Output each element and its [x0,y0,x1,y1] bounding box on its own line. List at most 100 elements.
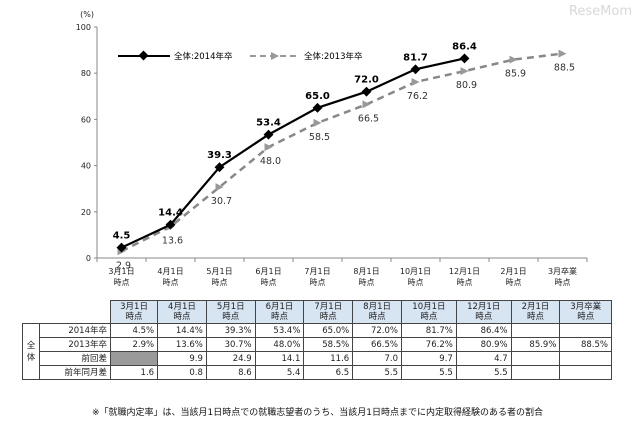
data-label: 14.4 [158,208,183,219]
x-tick-label: 10月1日 [400,267,431,276]
table-cell: 11.6 [303,351,354,366]
table-cell: 80.9% [455,337,512,352]
table-cell: 53.4% [254,323,305,338]
point-marker [411,77,420,86]
table-cell: 14.4% [157,323,207,338]
point-marker [459,53,470,64]
x-tick-label: 時点 [408,278,424,287]
data-label: 65.0 [305,91,330,102]
table-cell: 81.7% [400,323,457,338]
data-label: 39.3 [207,150,232,161]
legend-marker-2013 [271,52,279,60]
chart-legend: 全体:2014年卒 全体:2013年卒 [118,50,363,62]
data-label: 85.9 [505,69,526,80]
point-marker [263,129,274,140]
table-cell: 1.6 [109,365,159,380]
table-cell: 72.0% [352,323,402,338]
table-cell [559,323,612,338]
table-cell: 13.6% [157,337,207,352]
row-label: 前回差 [39,351,111,366]
table-header: 12月1日 時点 [455,300,512,324]
data-label: 2.9 [116,260,131,271]
table-cell [559,365,612,380]
table-row: 前年同月差 1.6 0.8 8.6 5.4 6.5 5.5 5.5 5.5 [23,365,612,380]
point-marker [509,55,518,64]
table-cell: 85.9% [510,337,561,352]
table-cell: 8.6 [205,365,256,380]
point-marker [558,49,567,58]
data-label: 66.5 [358,113,379,124]
x-tick-label: 6月1日 [255,267,281,276]
table-cell: 24.9 [205,351,256,366]
table-cell: 4.5% [109,323,159,338]
chart-data-labels: 2.9 13.6 30.7 48.0 58.5 66.5 76.2 80.9 85.9 88.5 4… [113,41,575,271]
row-label: 前年同月差 [39,365,111,380]
x-tick-label: 3月卒業 [548,266,577,276]
table-header: 4月1日 時点 [157,300,207,324]
table-header: 7月1日 時点 [303,300,354,324]
legend-marker-2014 [138,50,149,61]
x-tick-label: 2月1日 [500,267,526,276]
table-cell: 5.5 [352,365,402,380]
table-header: 10月1日 時点 [400,300,457,324]
legend-label-2014: 全体:2014年卒 [174,51,233,62]
table-cell [510,351,561,366]
x-tick-label: 時点 [359,278,375,287]
point-marker [460,67,469,76]
legend-label-2013: 全体:2013年卒 [304,51,363,62]
table-cell: 2.9% [109,337,159,352]
table-header: 5月1日 時点 [205,300,256,324]
table-header: 3月卒業 時点 [559,300,612,324]
table-cell: 65.0% [303,323,354,338]
data-label: 88.5 [554,63,575,74]
table-cell: 5.5 [455,365,512,380]
point-marker [215,183,224,192]
data-label: 81.7 [403,52,428,63]
point-marker [214,162,225,173]
y-tick-label: 100 [76,23,91,32]
point-marker [165,219,176,230]
table-cell: 5.4 [254,365,305,380]
x-tick-label: 時点 [163,278,179,287]
x-tick-label: 7月1日 [304,267,330,276]
x-tick-label: 4月1日 [157,267,183,276]
data-label: 86.4 [452,41,477,52]
table-cell: 86.4% [455,323,512,338]
table-cell: 88.5% [559,337,612,352]
table-cell: 14.1 [254,351,305,366]
x-tick-label: 時点 [555,278,571,287]
table-cell [510,323,561,338]
y-tick-label: 80 [81,69,91,78]
y-tick-label: 0 [86,254,91,263]
table-cell: 48.0% [254,337,305,352]
footnote: ※「就職内定率」は、当該月1日時点での就職志望者のうち、当該月1日時点までに内定… [92,408,543,418]
table-cell: 5.5 [400,365,457,380]
y-tick-label: 60 [81,115,91,124]
x-tick-label: 時点 [261,278,277,287]
table-cell: 7.0 [352,351,402,366]
data-label: 53.4 [256,118,281,129]
point-marker [116,242,127,253]
table-header: 8月1日 時点 [352,300,402,324]
point-marker [312,102,323,113]
table-cell: 58.5% [303,337,354,352]
y-tick-label: 20 [81,208,91,217]
table-row: 全体 2014年卒 4.5% 14.4% 39.3% 53.4% 65.0% 72.0% 81.… [22,323,612,380]
row-label: 2014年卒 [39,323,111,338]
x-tick-label: 8月1日 [353,267,379,276]
table-cell [109,351,159,366]
table-cell: 6.5 [303,365,354,380]
table-group-label: 全体 [22,323,40,380]
data-label: 30.7 [211,196,232,207]
table-cell: 30.7% [205,337,256,352]
table-cell: 9.7 [400,351,457,366]
data-label: 72.0 [354,75,379,86]
x-tick-label: 時点 [114,278,130,287]
data-label: 4.5 [113,231,131,242]
series-line-2014 [121,57,465,249]
table-cell: 0.8 [157,365,207,380]
x-tick-label: 時点 [310,278,326,287]
point-marker [313,118,322,127]
table-row: 2013年卒 2.9% 13.6% 30.7% 48.0% 58.5% 66.5% 76.2%… [23,337,612,352]
data-label: 76.2 [407,91,428,102]
